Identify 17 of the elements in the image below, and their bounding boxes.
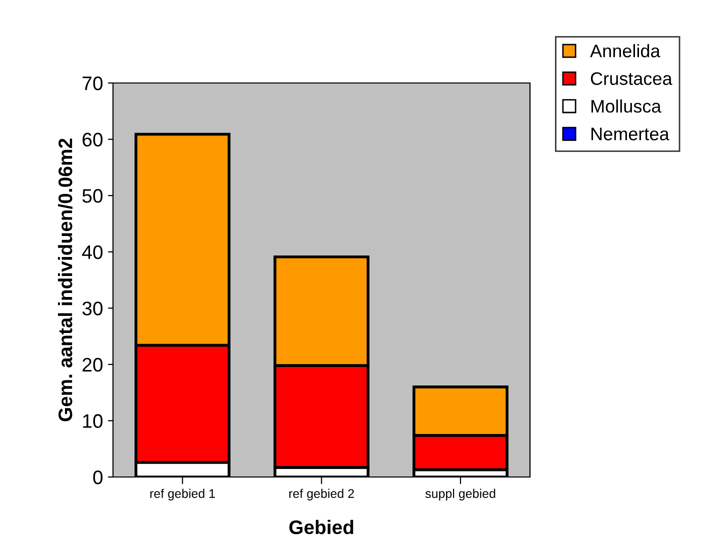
y-tick-label: 0 bbox=[93, 470, 103, 484]
y-tick-label: 60 bbox=[82, 132, 103, 147]
y-tick-label: 30 bbox=[82, 302, 103, 316]
y-tick-label: 50 bbox=[82, 189, 103, 203]
y-tick-label: 70 bbox=[82, 76, 103, 90]
x-tick-label: ref gebied 2 bbox=[289, 488, 354, 500]
y-tick-label: 40 bbox=[82, 245, 103, 260]
legend-label: Crustacea bbox=[590, 72, 672, 86]
x-axis-title: Gebied bbox=[289, 520, 354, 534]
legend-label: Nemertea bbox=[591, 128, 670, 140]
legend-label: Annelida bbox=[590, 44, 660, 58]
x-tick-label: suppl gebied bbox=[425, 488, 496, 500]
y-axis-title: Gem. aantal individuen/0.06m2 bbox=[58, 138, 72, 422]
x-tick-label: ref gebied 1 bbox=[150, 488, 215, 500]
y-tick-label: 10 bbox=[83, 414, 103, 428]
legend-label: Mollusca bbox=[591, 99, 662, 113]
y-tick-label: 20 bbox=[82, 358, 103, 372]
